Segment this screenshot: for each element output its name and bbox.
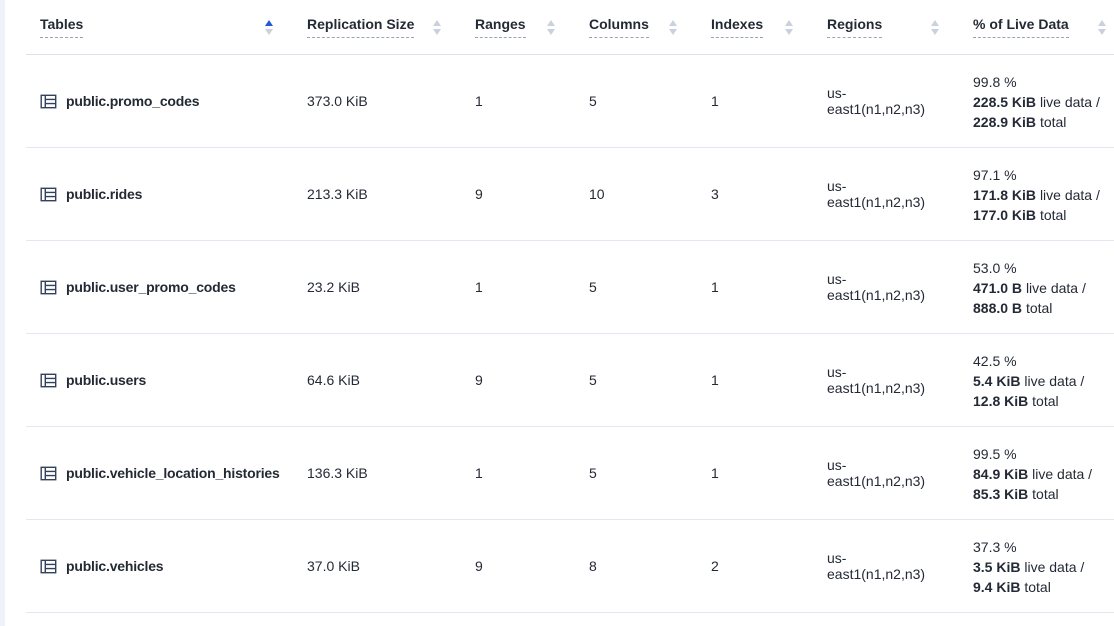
- table-row: public.rides 213.3 KiB 9 10 3 us-east1(n…: [26, 148, 1114, 241]
- table-name-link[interactable]: public.vehicles: [66, 558, 164, 574]
- live-data-cell: 42.5 % 5.4 KiB live data / 12.8 KiB tota…: [961, 349, 1114, 411]
- live-data-size: 84.9 KiB live data /: [973, 466, 1093, 482]
- columns-value: 10: [589, 186, 605, 202]
- table-name-link[interactable]: public.promo_codes: [66, 93, 200, 109]
- live-data-cell: 97.1 % 171.8 KiB live data / 177.0 KiB t…: [961, 163, 1114, 225]
- indexes-value: 1: [711, 93, 719, 109]
- table-row: public.users 64.6 KiB 9 5 1 us-east1(n1,…: [26, 334, 1114, 427]
- page-background-edge: [0, 0, 5, 626]
- table-name-link[interactable]: public.rides: [66, 186, 143, 202]
- replication-size-value: 23.2 KiB: [307, 279, 360, 295]
- sort-arrows-icon: [785, 19, 793, 35]
- tables-list: Tables Replication Size Ranges Columns I…: [26, 0, 1114, 613]
- total-data-size: 888.0 B total: [973, 300, 1053, 316]
- ranges-value: 9: [475, 186, 483, 202]
- table-icon: [40, 93, 57, 110]
- ranges-value: 1: [475, 93, 483, 109]
- column-header-regions[interactable]: Regions: [815, 0, 961, 54]
- live-data-percent: 53.0 %: [973, 260, 1017, 276]
- regions-value: us-east1(n1,n2,n3): [827, 550, 926, 582]
- replication-size-value: 64.6 KiB: [307, 372, 360, 388]
- sort-arrows-icon: [433, 19, 441, 35]
- columns-value: 8: [589, 558, 597, 574]
- total-data-size: 228.9 KiB total: [973, 114, 1067, 130]
- total-data-size: 85.3 KiB total: [973, 486, 1059, 502]
- sort-arrows-icon: [931, 19, 939, 35]
- columns-value: 5: [589, 372, 597, 388]
- table-name-link[interactable]: public.users: [66, 372, 147, 388]
- replication-size-value: 37.0 KiB: [307, 558, 360, 574]
- indexes-value: 3: [711, 186, 719, 202]
- column-header-replication-size[interactable]: Replication Size: [295, 0, 463, 54]
- columns-value: 5: [589, 93, 597, 109]
- live-data-percent: 42.5 %: [973, 353, 1017, 369]
- indexes-value: 1: [711, 372, 719, 388]
- replication-size-value: 136.3 KiB: [307, 465, 368, 481]
- ranges-value: 1: [475, 465, 483, 481]
- ranges-value: 9: [475, 372, 483, 388]
- live-data-percent: 97.1 %: [973, 167, 1017, 183]
- ranges-value: 1: [475, 279, 483, 295]
- live-data-cell: 99.5 % 84.9 KiB live data / 85.3 KiB tot…: [961, 442, 1114, 504]
- regions-value: us-east1(n1,n2,n3): [827, 457, 926, 489]
- live-data-cell: 53.0 % 471.0 B live data / 888.0 B total: [961, 256, 1114, 318]
- table-icon: [40, 558, 57, 575]
- regions-value: us-east1(n1,n2,n3): [827, 178, 926, 210]
- column-header-label: Replication Size: [307, 16, 415, 38]
- sort-arrows-icon: [547, 19, 555, 35]
- table-name-link[interactable]: public.user_promo_codes: [66, 279, 236, 295]
- total-data-size: 12.8 KiB total: [973, 393, 1059, 409]
- column-header-label: Regions: [827, 16, 883, 38]
- live-data-size: 5.4 KiB live data /: [973, 373, 1085, 389]
- regions-value: us-east1(n1,n2,n3): [827, 271, 926, 303]
- indexes-value: 2: [711, 558, 719, 574]
- column-header-live-data[interactable]: % of Live Data: [961, 0, 1114, 54]
- column-header-ranges[interactable]: Ranges: [463, 0, 577, 54]
- table-icon: [40, 186, 57, 203]
- column-header-indexes[interactable]: Indexes: [699, 0, 815, 54]
- table-name-link[interactable]: public.vehicle_location_histories: [66, 465, 280, 481]
- column-header-label: Columns: [589, 16, 649, 38]
- indexes-value: 1: [711, 279, 719, 295]
- column-header-label: Ranges: [475, 16, 526, 38]
- table-header-row: Tables Replication Size Ranges Columns I…: [26, 0, 1114, 55]
- live-data-size: 471.0 B live data /: [973, 280, 1086, 296]
- live-data-cell: 37.3 % 3.5 KiB live data / 9.4 KiB total: [961, 535, 1114, 597]
- live-data-size: 228.5 KiB live data /: [973, 94, 1100, 110]
- column-header-columns[interactable]: Columns: [577, 0, 699, 54]
- live-data-percent: 99.8 %: [973, 74, 1017, 90]
- table-icon: [40, 279, 57, 296]
- total-data-size: 177.0 KiB total: [973, 207, 1067, 223]
- sort-arrows-icon: [669, 19, 677, 35]
- replication-size-value: 213.3 KiB: [307, 186, 368, 202]
- live-data-size: 3.5 KiB live data /: [973, 559, 1085, 575]
- live-data-size: 171.8 KiB live data /: [973, 187, 1100, 203]
- table-icon: [40, 372, 57, 389]
- table-row: public.vehicles 37.0 KiB 9 8 2 us-east1(…: [26, 520, 1114, 613]
- sort-arrows-icon: [1098, 19, 1106, 35]
- live-data-cell: 99.8 % 228.5 KiB live data / 228.9 KiB t…: [961, 70, 1114, 132]
- column-header-label: Tables: [40, 16, 84, 38]
- table-icon: [40, 465, 57, 482]
- regions-value: us-east1(n1,n2,n3): [827, 364, 926, 396]
- column-header-label: % of Live Data: [973, 16, 1069, 38]
- regions-value: us-east1(n1,n2,n3): [827, 85, 926, 117]
- replication-size-value: 373.0 KiB: [307, 93, 368, 109]
- columns-value: 5: [589, 465, 597, 481]
- table-row: public.user_promo_codes 23.2 KiB 1 5 1 u…: [26, 241, 1114, 334]
- live-data-percent: 99.5 %: [973, 446, 1017, 462]
- columns-value: 5: [589, 279, 597, 295]
- table-row: public.vehicle_location_histories 136.3 …: [26, 427, 1114, 520]
- total-data-size: 9.4 KiB total: [973, 579, 1051, 595]
- sort-arrows-icon: [265, 19, 273, 35]
- live-data-percent: 37.3 %: [973, 539, 1017, 555]
- ranges-value: 9: [475, 558, 483, 574]
- column-header-tables[interactable]: Tables: [26, 0, 295, 54]
- column-header-label: Indexes: [711, 16, 764, 38]
- table-row: public.promo_codes 373.0 KiB 1 5 1 us-ea…: [26, 55, 1114, 148]
- indexes-value: 1: [711, 465, 719, 481]
